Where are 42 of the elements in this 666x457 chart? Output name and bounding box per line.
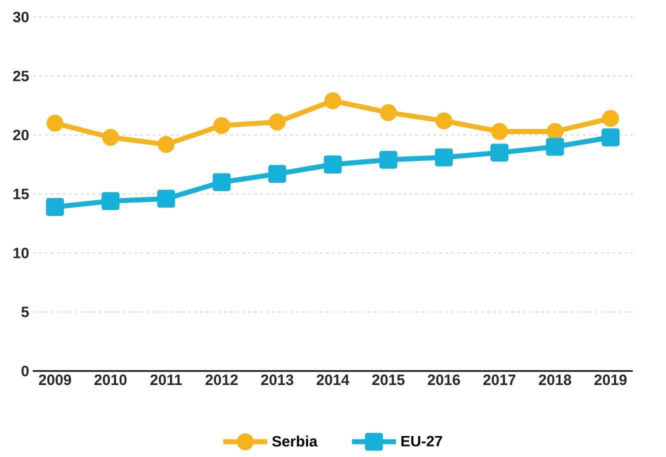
point xyxy=(602,110,620,127)
y-tick-label: 30 xyxy=(12,12,29,22)
point xyxy=(490,144,508,162)
y-tick-label: 10 xyxy=(14,248,29,258)
point xyxy=(490,122,508,140)
point xyxy=(158,136,175,153)
x-tick-label: 2012 xyxy=(206,374,238,386)
x-tick-label: 2015 xyxy=(372,374,405,386)
point xyxy=(46,198,64,216)
point xyxy=(379,150,398,169)
x-tick-label: 2010 xyxy=(94,374,127,386)
point xyxy=(434,148,453,166)
x-tick-label: 2016 xyxy=(428,374,460,386)
y-tick-label: 25 xyxy=(13,70,29,82)
point xyxy=(324,156,342,174)
x-tick-label: 2018 xyxy=(538,374,572,386)
point xyxy=(268,164,286,183)
x-tick-label: 2017 xyxy=(483,374,516,386)
point xyxy=(602,128,620,146)
point xyxy=(102,192,120,210)
point xyxy=(46,114,64,132)
y-tick-label: 15 xyxy=(14,188,29,200)
point xyxy=(380,104,397,122)
point xyxy=(268,114,286,130)
y-tick-label: 0 xyxy=(22,366,29,376)
x-tick-label: 2019 xyxy=(594,374,627,386)
legend-label: Serbia xyxy=(272,436,318,447)
y-tick-label: 20 xyxy=(13,130,29,140)
x-tick-label: 2013 xyxy=(261,374,294,386)
x-tick-label: 2014 xyxy=(316,374,350,386)
x-tick-label: 2011 xyxy=(150,374,182,386)
point xyxy=(324,92,342,110)
x-tick-label: 2009 xyxy=(38,374,72,386)
point xyxy=(546,122,564,140)
point xyxy=(435,112,452,130)
point xyxy=(213,117,230,134)
point xyxy=(157,190,176,208)
point xyxy=(212,173,231,192)
point xyxy=(546,138,564,156)
legend-label: EU-27 xyxy=(401,436,442,446)
point xyxy=(102,128,120,146)
y-tick-label: 5 xyxy=(21,306,29,318)
